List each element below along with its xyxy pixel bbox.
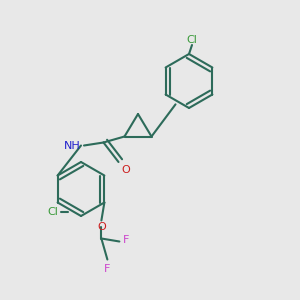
Text: Cl: Cl bbox=[48, 207, 58, 218]
Text: Cl: Cl bbox=[187, 35, 197, 45]
Text: O: O bbox=[122, 165, 130, 175]
Text: F: F bbox=[104, 264, 111, 274]
Text: O: O bbox=[97, 222, 106, 232]
Text: F: F bbox=[122, 235, 129, 245]
Text: NH: NH bbox=[64, 140, 81, 151]
